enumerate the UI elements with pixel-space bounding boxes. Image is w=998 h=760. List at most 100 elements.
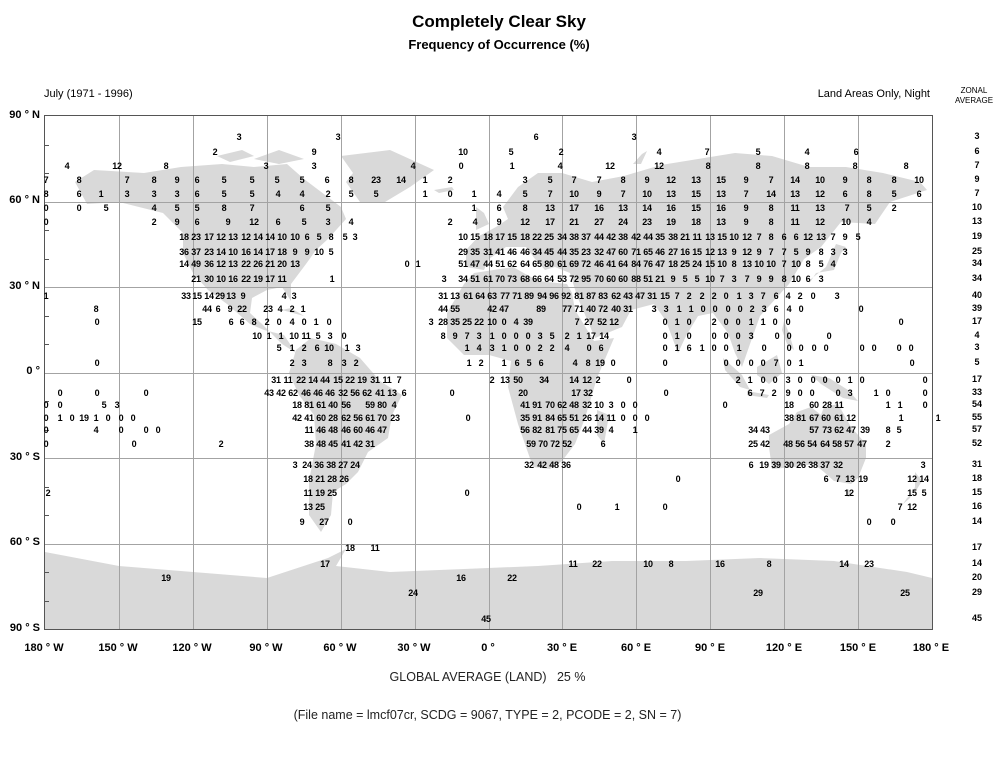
grid-value: 24 [692, 259, 702, 269]
grid-value: 11 [303, 488, 313, 498]
grid-value: 15 [192, 291, 202, 301]
grid-value: 4 [476, 343, 482, 353]
grid-value: 6 [793, 232, 799, 242]
grid-value: 1 [688, 304, 694, 314]
grid-value: 73 [507, 274, 517, 284]
grid-value: 6 [496, 203, 502, 213]
grid-value: 13 [290, 259, 300, 269]
grid-value: 7 [760, 291, 766, 301]
grid-value: 61 [316, 400, 326, 410]
grid-value: 38 [618, 232, 628, 242]
grid-value: 5 [174, 203, 180, 213]
grid-value: 8 [768, 203, 774, 213]
grid-value: 41 [520, 400, 530, 410]
grid-value: 64 [475, 291, 485, 301]
coverage-label: Land Areas Only, Night [817, 88, 930, 100]
grid-value: 4 [557, 161, 563, 171]
grid-value: 0 [662, 317, 668, 327]
grid-value: 0 [922, 388, 928, 398]
grid-value: 8 [766, 559, 772, 569]
grid-value: 40 [611, 304, 621, 314]
grid-value: 80 [544, 259, 554, 269]
grid-value: 35 [569, 247, 579, 257]
grid-value: 81 [574, 291, 584, 301]
grid-value: 22 [241, 274, 251, 284]
grid-value: 1 [898, 413, 904, 423]
grid-value: 2 [537, 343, 543, 353]
grid-value: 38 [326, 460, 336, 470]
zonal-average-value: 9 [974, 174, 980, 184]
grid-value: 8 [768, 232, 774, 242]
grid-value: 88 [631, 274, 641, 284]
grid-value: 0 [711, 343, 717, 353]
grid-value: 1 [674, 343, 680, 353]
grid-value: 5 [315, 331, 321, 341]
grid-value: 0 [118, 413, 124, 423]
grid-value: 0 [143, 425, 149, 435]
grid-value: 3 [355, 343, 361, 353]
latitude-label: 90 ° S [9, 622, 40, 634]
grid-value: 6 [686, 343, 692, 353]
grid-value: 4 [608, 425, 614, 435]
grid-value: 42 [292, 413, 302, 423]
grid-value: 3 [489, 343, 495, 353]
grid-value: 8 [731, 259, 737, 269]
grid-value: 0 [130, 413, 136, 423]
grid-value: 2 [885, 439, 891, 449]
grid-value: 6 [533, 132, 539, 142]
grid-value: 44 [438, 304, 448, 314]
grid-value: 0 [105, 413, 111, 423]
grid-value: 32 [833, 460, 843, 470]
grid-value: 28 [822, 400, 832, 410]
grid-value: 26 [796, 460, 806, 470]
grid-value: 0 [810, 375, 816, 385]
grid-value: 60 [353, 425, 363, 435]
grid-value: 22 [507, 573, 517, 583]
grid-value: 1 [501, 343, 507, 353]
grid-value: 2 [711, 291, 717, 301]
zonal-average-value: 45 [971, 613, 983, 623]
grid-value: 9 [174, 217, 180, 227]
grid-value: 59 [365, 400, 375, 410]
grid-value: 8 [705, 161, 711, 171]
grid-value: 6 [194, 217, 200, 227]
grid-value: 10 [487, 317, 497, 327]
grid-value: 1 [329, 274, 335, 284]
grid-value: 18 [277, 247, 287, 257]
grid-value: 22 [345, 375, 355, 385]
grid-value: 8 [668, 559, 674, 569]
grid-value: 44 [483, 259, 493, 269]
grid-value: 0 [922, 400, 928, 410]
grid-value: 9 [785, 388, 791, 398]
grid-value: 7 [844, 203, 850, 213]
grid-value: 52 [562, 439, 572, 449]
grid-value: 10 [594, 400, 604, 410]
grid-value: 19 [161, 573, 171, 583]
grid-value: 17 [265, 247, 275, 257]
grid-value: 0 [43, 425, 49, 435]
grid-value: 71 [631, 247, 641, 257]
grid-value: 3 [761, 304, 767, 314]
grid-value: 6 [324, 175, 330, 185]
grid-value: 10 [705, 274, 715, 284]
grid-value: 39 [594, 425, 604, 435]
grid-value: 7 [835, 474, 841, 484]
grid-value: 8 [866, 189, 872, 199]
grid-value: 10 [766, 259, 776, 269]
grid-value: 5 [373, 189, 379, 199]
latitude-label: 30 ° N [9, 280, 40, 292]
grid-value: 0 [43, 203, 49, 213]
zonal-average-value: 10 [971, 202, 983, 212]
grid-value: 6 [538, 358, 544, 368]
grid-value: 28 [438, 317, 448, 327]
grid-value: 10 [815, 175, 825, 185]
grid-value: 7 [43, 175, 49, 185]
grid-value: 73 [822, 425, 832, 435]
grid-value: 11 [692, 232, 702, 242]
grid-value: 4 [572, 358, 578, 368]
grid-value: 13 [500, 375, 510, 385]
grid-value: 8 [348, 175, 354, 185]
grid-value: 13 [790, 189, 800, 199]
grid-value: 87 [586, 291, 596, 301]
